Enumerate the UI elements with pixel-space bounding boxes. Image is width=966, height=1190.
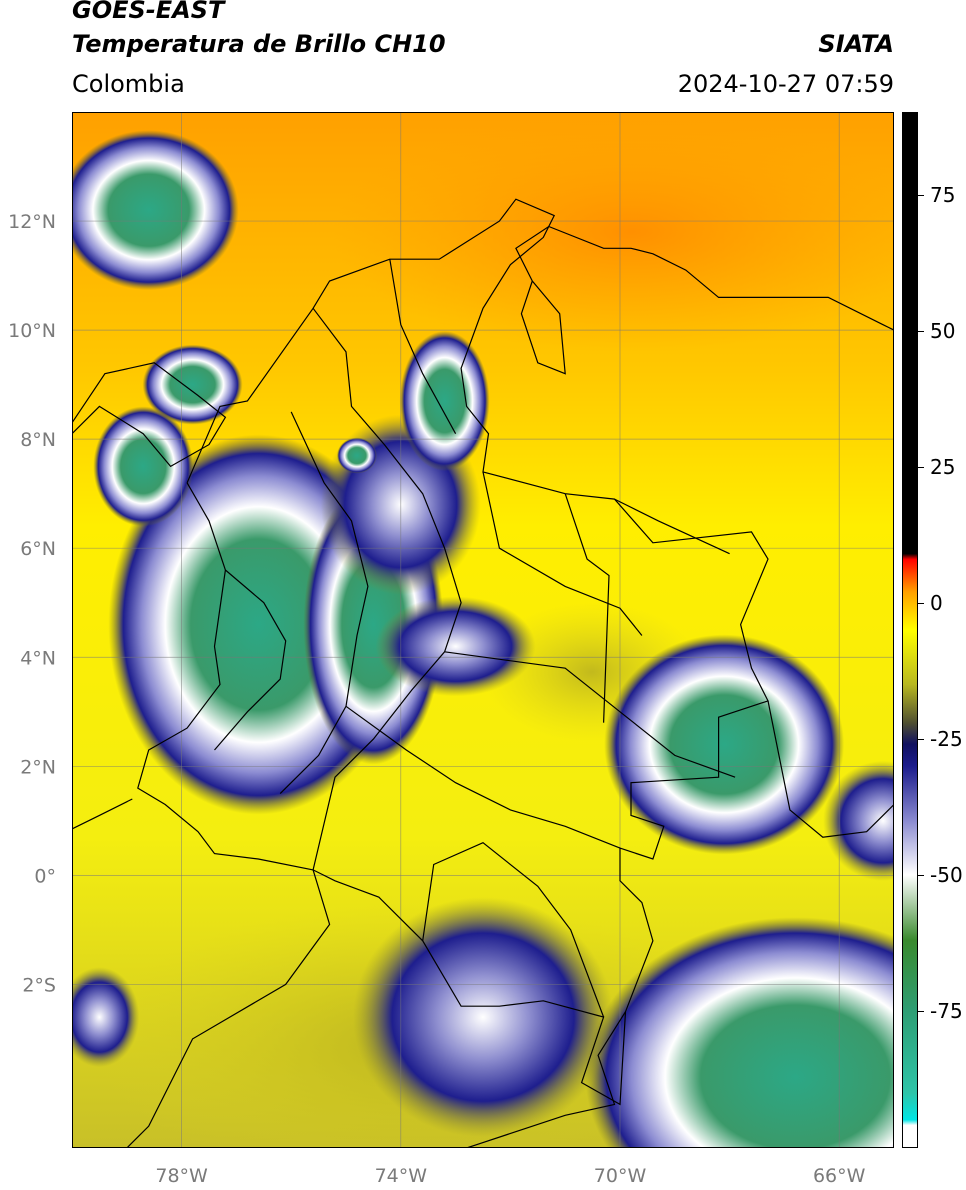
lat-tick-label: 8°N — [20, 429, 56, 451]
lat-tick-label: 6°N — [20, 538, 56, 560]
border-line — [520, 280, 566, 375]
colorbar-tick — [918, 194, 924, 196]
storm-cell — [585, 917, 894, 1148]
lon-tick-label: 66°W — [813, 1165, 866, 1187]
convective-cells — [72, 130, 894, 1148]
lat-tick-label: 12°N — [8, 211, 56, 233]
storm-cell — [93, 406, 194, 527]
colorbar-tick-label: -50 — [930, 862, 963, 887]
warm-region — [332, 112, 894, 352]
organization-label: SIATA — [818, 30, 894, 58]
lon-tick-label: 70°W — [594, 1165, 647, 1187]
border-line — [279, 411, 369, 795]
lat-tick-label: 10°N — [8, 320, 56, 342]
storm-cell — [375, 596, 536, 697]
colorbar-tick — [918, 738, 924, 740]
storm-cell — [823, 760, 894, 881]
border-line — [312, 307, 462, 871]
region-label: Colombia — [72, 70, 185, 98]
lat-tick-label: 0° — [34, 865, 56, 887]
lat-tick-label: 4°N — [20, 647, 56, 669]
colorbar-tick-label: 25 — [930, 454, 956, 479]
storm-cell — [399, 330, 490, 471]
colorbar — [902, 112, 918, 1148]
colorbar-tick-label: -75 — [930, 998, 963, 1023]
lat-tick-label: 2°S — [22, 974, 56, 996]
border-line — [72, 362, 227, 468]
map-canvas — [72, 112, 894, 1148]
storm-cell — [604, 634, 845, 855]
border-line — [444, 651, 736, 778]
storm-cell — [336, 437, 377, 474]
colorbar-tick — [918, 874, 924, 876]
product-title: Temperatura de Brillo CH10 — [72, 30, 446, 58]
border-line — [389, 259, 457, 434]
map-frame — [72, 112, 894, 1148]
lat-tick-label: 2°N — [20, 756, 56, 778]
colorbar-tick — [918, 466, 924, 468]
border-line — [515, 225, 894, 331]
border-line — [482, 471, 643, 636]
colorbar-gradient — [903, 113, 917, 1147]
colorbar-tick-label: -25 — [930, 726, 963, 751]
border-line — [126, 869, 331, 1148]
border-line — [767, 700, 894, 838]
satellite-name: GOES-EAST — [72, 0, 225, 24]
border-line — [614, 498, 730, 555]
storm-cell — [72, 130, 239, 291]
border-line — [564, 493, 610, 723]
storm-cell — [72, 967, 140, 1068]
storm-cell — [142, 344, 243, 425]
border-line — [72, 798, 133, 909]
title-block: GOES-EAST Temperatura de Brillo CH10 Col… — [72, 0, 894, 108]
border-line — [345, 705, 621, 849]
lon-tick-label: 78°W — [155, 1165, 208, 1187]
storm-cell — [353, 897, 613, 1138]
colorbar-fill — [903, 113, 917, 1147]
country-borders — [72, 198, 894, 1148]
colorbar-tick-label: 75 — [930, 182, 956, 207]
colorbar-tick — [918, 330, 924, 332]
border-line — [466, 1011, 627, 1148]
border-line — [422, 842, 605, 1018]
colorbar-tick — [918, 1010, 924, 1012]
datetime-label: 2024-10-27 07:59 — [677, 70, 894, 98]
border-line — [214, 569, 287, 751]
colorbar-tick — [918, 602, 924, 604]
colorbar-tick-label: 0 — [930, 590, 943, 615]
lon-tick-label: 74°W — [375, 1165, 428, 1187]
colorbar-tick-label: 50 — [930, 318, 956, 343]
gridlines — [72, 112, 894, 1148]
satellite-map: 12°N 10°N 8°N 6°N 4°N 2°N 0° 2°S 78°W 74°W 70°W 66°… — [8, 112, 894, 1187]
